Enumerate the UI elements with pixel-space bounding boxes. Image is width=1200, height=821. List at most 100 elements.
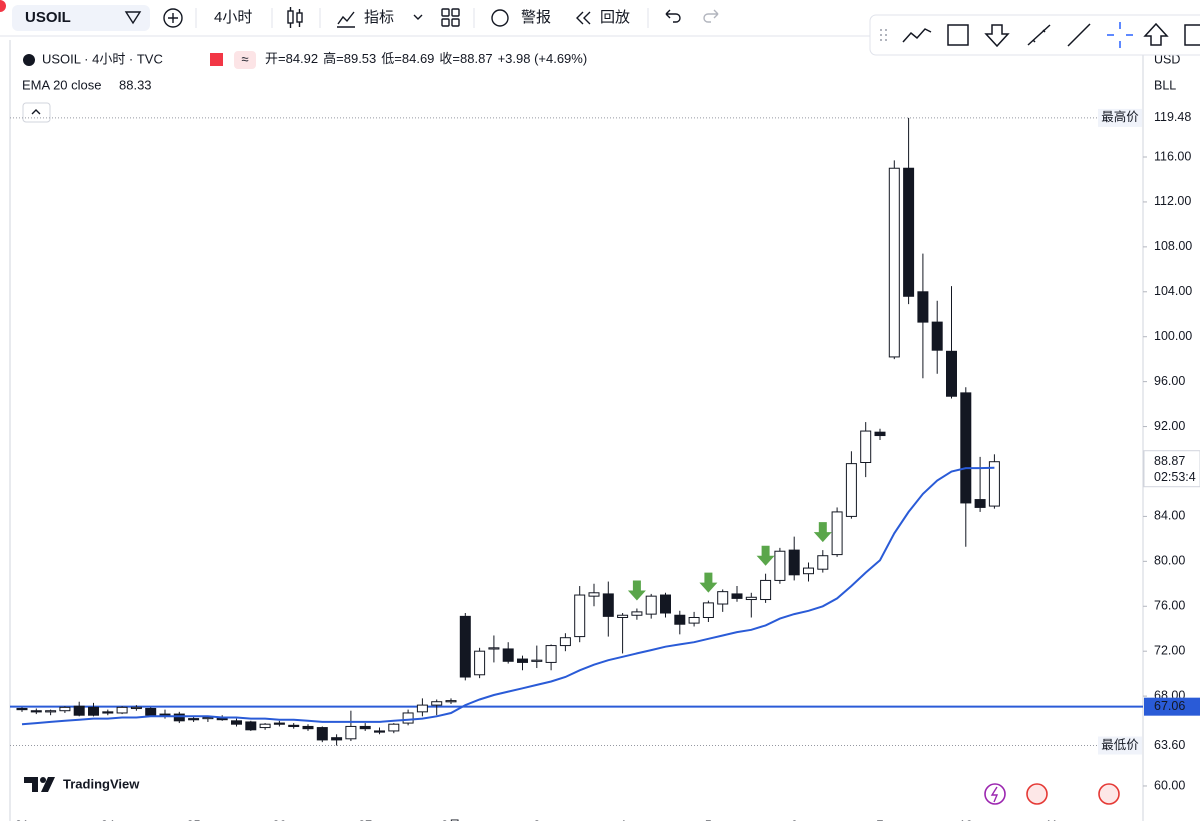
ema-label: EMA 20 close [22, 77, 102, 92]
candle-body [831, 511, 843, 556]
x-tick-label: 3 [533, 818, 540, 821]
add-symbol[interactable] [163, 8, 183, 28]
indicators-button[interactable]: 指标 [364, 9, 394, 26]
tool-trend[interactable] [1027, 24, 1051, 46]
status-icon: ≈ [241, 51, 248, 66]
extreme-label: 最低价 [1101, 738, 1139, 752]
event-bolt [990, 786, 999, 803]
last-price: 88.87 [1154, 454, 1185, 468]
symbol-box[interactable] [12, 5, 150, 31]
collapse-icon [31, 109, 41, 115]
candle-body [817, 555, 829, 570]
candle-body [202, 716, 214, 720]
tool-cross[interactable] [1107, 22, 1133, 48]
alert-icon[interactable] [491, 9, 509, 27]
candle-body [888, 167, 900, 358]
x-tick-label: 4 [619, 818, 626, 821]
logo-text: TradingView [63, 776, 140, 791]
currency: USD [1154, 52, 1180, 66]
candle-body [331, 737, 343, 741]
tool-line[interactable] [1067, 23, 1091, 47]
candle-body [745, 596, 757, 601]
low-value: 84.69 [402, 51, 435, 66]
high-value: 89.53 [344, 51, 377, 66]
candle-body [130, 706, 142, 710]
candle-body [345, 725, 357, 740]
candle-body [416, 704, 428, 713]
candle-body [359, 725, 371, 730]
redo[interactable] [703, 9, 719, 23]
candle-body [874, 431, 886, 437]
x-tick-label: 26 [272, 818, 286, 821]
candle-body [860, 430, 872, 464]
alerts-button[interactable]: 警报 [521, 9, 551, 26]
symbol-icon[interactable] [124, 11, 142, 25]
candle-body [488, 647, 500, 650]
plot: 60.0068.0072.0076.0080.0084.0092.0096.00… [10, 108, 1200, 821]
flag-icon[interactable] [1098, 783, 1120, 805]
candle-body [116, 706, 128, 714]
flag [210, 53, 223, 66]
x-tick-label: 10 [959, 818, 973, 821]
chart-type-icon[interactable] [287, 7, 303, 28]
y-tick-label: 112.00 [1154, 194, 1191, 208]
open-label: 开= [265, 51, 286, 66]
x-tick-label: 6 [791, 818, 798, 821]
candle-body [245, 721, 257, 731]
candle-body [88, 706, 99, 716]
candle-body [402, 712, 414, 724]
last-price-bg [1143, 450, 1200, 488]
flag-icon[interactable] [1026, 783, 1048, 805]
extreme-label-bg [1098, 108, 1142, 127]
candle-body [803, 567, 814, 575]
x-tick-label: 27 [358, 818, 372, 821]
candle-body [674, 614, 686, 625]
candle-body [259, 723, 271, 729]
candle-body [459, 615, 471, 678]
candle-body [588, 592, 600, 597]
tool-path[interactable] [902, 28, 932, 43]
drawing-toolbar [869, 14, 1200, 56]
extreme-label-bg [1098, 736, 1142, 755]
countdown: 02:53:4 [1154, 470, 1196, 484]
add-icon [168, 13, 178, 23]
candle-body [531, 659, 543, 662]
undo[interactable] [665, 9, 681, 23]
tool-rect[interactable] [947, 24, 969, 46]
candle-body [702, 602, 714, 618]
x-tick-label: 25 [187, 818, 201, 821]
extreme-value: 119.48 [1154, 110, 1191, 124]
event-icon[interactable] [984, 783, 1006, 805]
y-tick-label: 72.00 [1154, 643, 1185, 657]
open-value: 84.92 [286, 51, 319, 66]
x-tick-label: 3月 [441, 818, 460, 821]
candle-body [30, 710, 42, 713]
replay-button[interactable]: 回放 [600, 9, 630, 26]
candle-body [788, 549, 800, 576]
signal-arrow [699, 572, 718, 593]
candle-body [288, 724, 300, 728]
candle-body [188, 718, 200, 721]
layout-icon[interactable] [441, 8, 460, 27]
tool-up[interactable] [1143, 22, 1169, 46]
interval[interactable]: 4小时 [214, 9, 252, 26]
tool-down[interactable] [984, 24, 1010, 48]
dropdown[interactable] [413, 14, 423, 20]
collapse-legend[interactable] [22, 102, 51, 123]
candle-body [302, 725, 314, 730]
hline-price: 67.06 [1154, 699, 1185, 713]
candle-body [574, 594, 586, 638]
tool-more[interactable] [1184, 24, 1200, 46]
indicator-icon[interactable] [337, 11, 355, 28]
candle-body [316, 727, 328, 741]
candle-body [16, 707, 28, 711]
ema-line [21, 466, 995, 726]
y-tick-label: 116.00 [1154, 149, 1191, 163]
symbol[interactable]: USOIL [25, 9, 71, 26]
candle-body [431, 701, 443, 706]
replay-icon[interactable] [576, 11, 591, 25]
candle-body [917, 291, 929, 323]
candle-body [631, 611, 643, 616]
candle-body [931, 321, 943, 351]
